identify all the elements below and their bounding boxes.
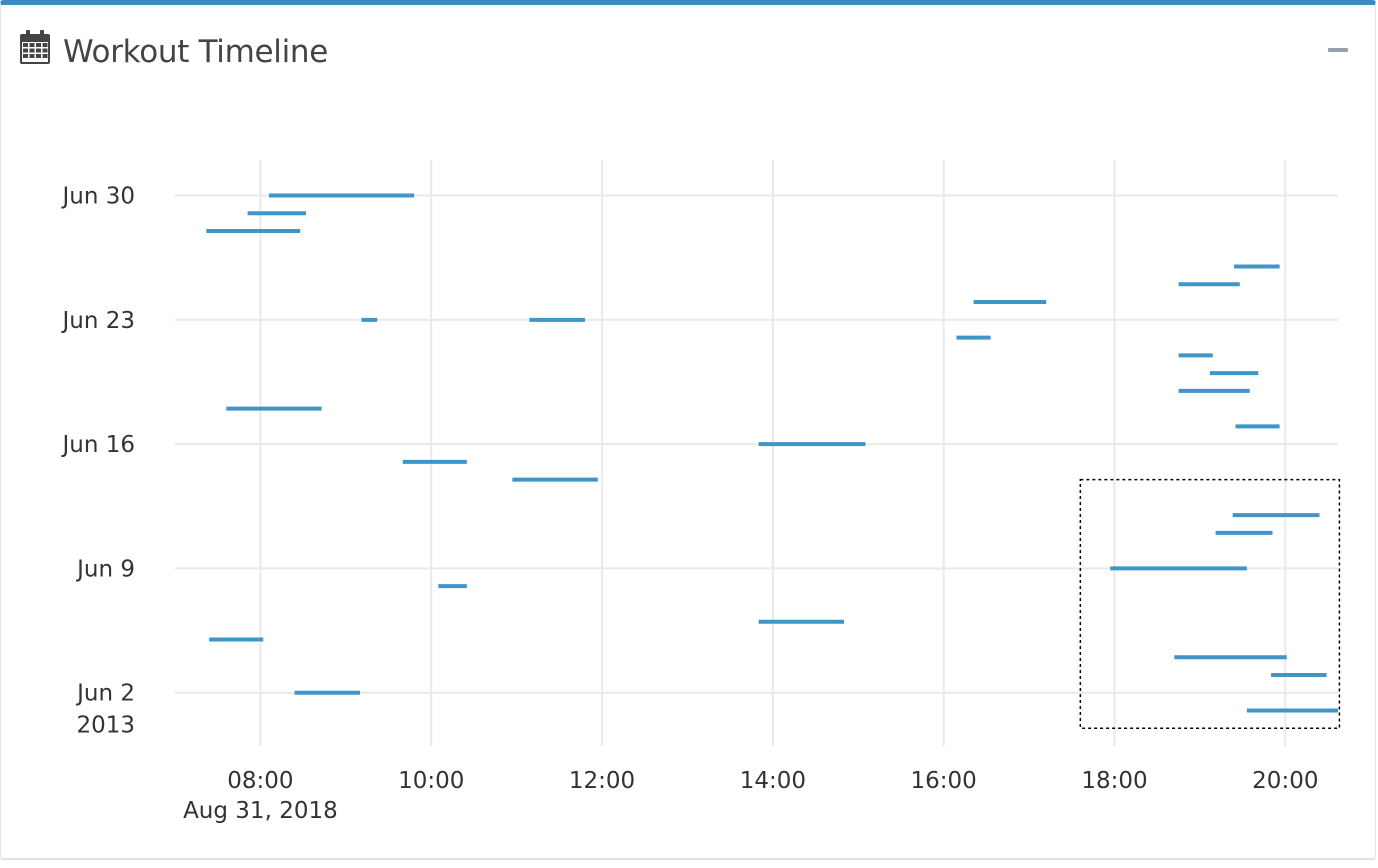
panel-title: Workout Timeline — [63, 34, 329, 70]
x-axis-date-label: Aug 31, 2018 — [183, 798, 338, 824]
panel-header: Workout Timeline — [1, 5, 1375, 95]
x-tick-label: 08:00 — [227, 768, 293, 794]
axes: 08:00 10:00 12:00 14:00 16:00 18:00 20:00 Aug 3… — [60, 184, 1318, 824]
grid — [175, 160, 1338, 746]
x-tick-label: 20:00 — [1252, 768, 1318, 794]
x-tick-label: 12:00 — [569, 768, 635, 794]
x-tick-label: 16:00 — [911, 768, 977, 794]
minus-icon — [1328, 48, 1348, 52]
y-tick-label: Jun 30 — [60, 184, 135, 210]
calendar-icon — [20, 30, 50, 64]
y-tick-label: Jun 23 — [60, 308, 135, 334]
y-tick-label: Jun 2 — [75, 681, 135, 707]
collapse-button[interactable] — [1319, 39, 1349, 69]
x-tick-label: 10:00 — [398, 768, 464, 794]
y-axis-year-label: 2013 — [76, 713, 135, 739]
x-tick-label: 18:00 — [1081, 768, 1147, 794]
zoom-selection-box[interactable] — [1079, 478, 1341, 729]
workout-bars — [206, 193, 1338, 713]
x-tick-label: 14:00 — [740, 768, 806, 794]
y-tick-label: Jun 9 — [75, 556, 135, 582]
selection-layer — [1079, 478, 1341, 729]
y-tick-label: Jun 16 — [60, 432, 135, 458]
